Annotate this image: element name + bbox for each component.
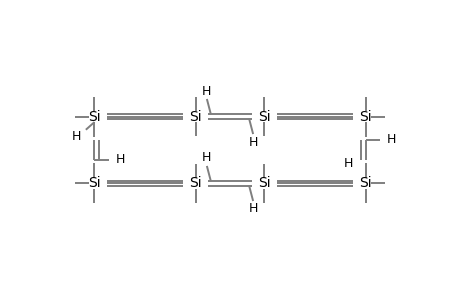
Text: H: H — [72, 130, 81, 143]
Text: Si: Si — [88, 176, 101, 190]
Text: Si: Si — [358, 176, 371, 190]
Text: Si: Si — [257, 110, 270, 124]
Text: H: H — [202, 85, 211, 98]
Text: H: H — [202, 152, 211, 164]
Text: Si: Si — [257, 176, 270, 190]
Text: Si: Si — [358, 110, 371, 124]
Text: H: H — [386, 133, 395, 146]
Text: Si: Si — [189, 176, 202, 190]
Text: Si: Si — [189, 110, 202, 124]
Text: H: H — [248, 202, 257, 215]
Text: H: H — [342, 157, 352, 170]
Text: Si: Si — [88, 110, 101, 124]
Text: H: H — [115, 153, 124, 166]
Text: H: H — [248, 136, 257, 148]
